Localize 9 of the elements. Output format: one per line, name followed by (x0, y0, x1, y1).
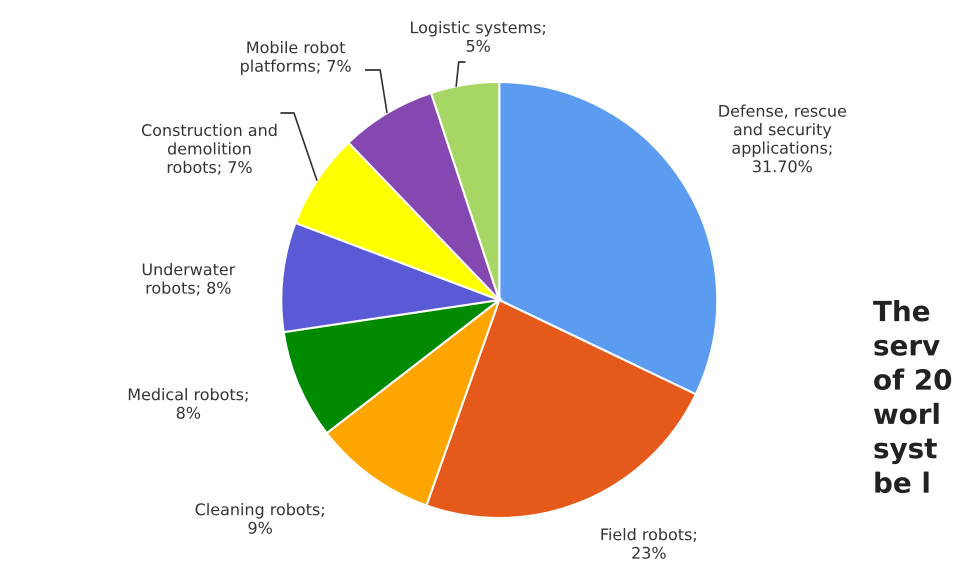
slice-label: Construction and demolition robots; 7% (142, 124, 276, 175)
slice-label: Defense, rescue and security applications; 31.70% (719, 104, 846, 172)
text: The serv of 20 worl syst be l (873, 300, 952, 494)
slice-label: Medical robots; 8% (128, 388, 248, 419)
slice-label: Underwater robots; 8% (142, 263, 236, 296)
slice-label: Mobile robot platforms; 7% (241, 41, 351, 75)
slice-label: Field robots; 23% (602, 528, 696, 559)
slice-label: Logistic systems; 5% (411, 21, 545, 52)
slice-label: Cleaning robots; 9% (196, 503, 324, 534)
